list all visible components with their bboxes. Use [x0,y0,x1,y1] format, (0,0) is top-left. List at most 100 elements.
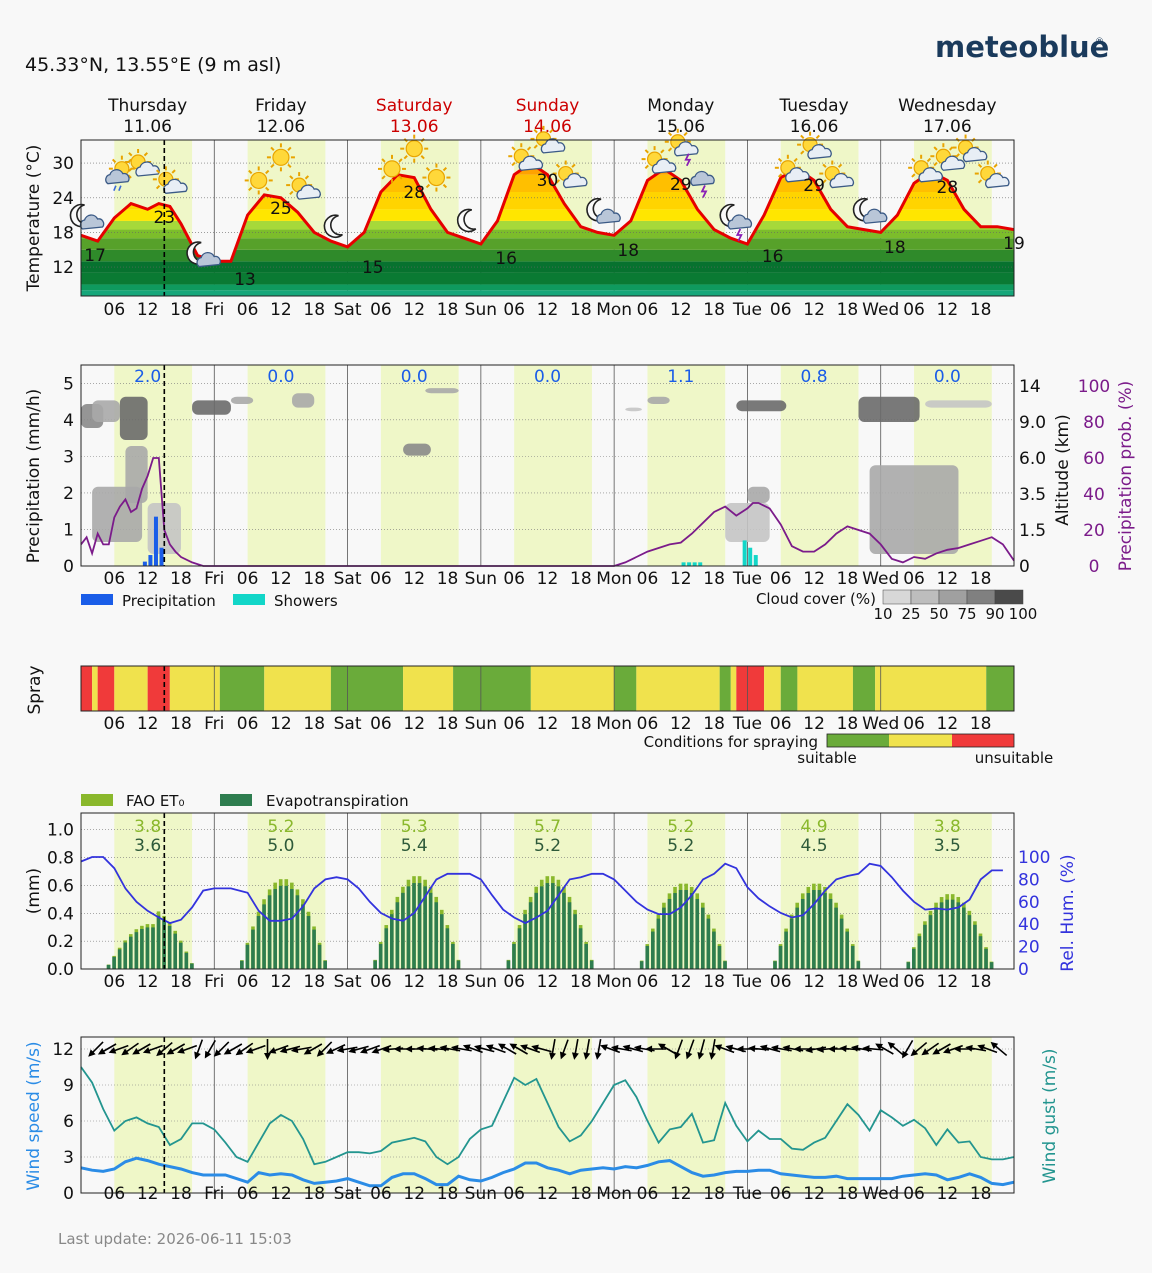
spray-segment [764,666,781,711]
brand-logo-text[interactable]: meteoblue [935,30,1109,64]
daylight-band [247,365,326,566]
temperature-band [81,229,1014,239]
arrow-head [942,1047,951,1054]
evapotranspiration-bar [984,948,988,969]
evapotranspiration-bar [645,945,650,969]
evapotranspiration-bar [678,889,683,969]
arrow-head [132,1047,140,1055]
y-tick-label: 5 [63,374,74,394]
day-tick-label: Wed [862,300,899,320]
arrow-head [932,1047,941,1055]
spray-segment [403,666,454,711]
evapotranspiration-bar [934,907,938,969]
daily-precipitation-total: 0.0 [934,367,961,387]
y-tick-label: 0 [63,1184,74,1204]
evapotranspiration-bar [584,943,588,969]
temperature-band [81,238,1014,250]
arrow-head [709,1052,716,1060]
spray-legend-left: suitable [797,749,856,767]
arrow-head [371,1047,380,1054]
hour-tick-label: 12 [270,300,292,320]
wind-direction-arrow [450,1044,472,1052]
cloud-cover-patch [119,396,148,440]
hour-tick-label: 12 [137,1184,159,1204]
altitude-tick-label: 6.0 [1019,449,1046,469]
wind-speed-line [80,1156,1015,1188]
day-tick-label: Wed [862,1184,899,1204]
hour-tick-label: 18 [970,972,992,992]
panel-border [80,812,1015,970]
humidity-axis-label: Rel. Hum. (%) [1058,854,1078,971]
daily-precipitation-total: 0.0 [401,367,428,387]
sun-ray [911,157,916,163]
sun-ray [511,146,516,151]
sun-ray [555,179,561,184]
hour-tick-label: 06 [903,569,925,589]
temperature-min-label: 16 [762,247,784,267]
evapotranspiration-bar [534,892,538,969]
temperature-band [81,272,1014,285]
y-tick-label: 30 [52,154,74,174]
y-tick-label: 4 [63,411,74,431]
hour-tick-label: 12 [270,714,292,734]
evapotranspiration-bar [850,945,855,969]
wind-direction-arrow [509,1043,528,1055]
cloud-cover-legend-level: 75 [957,605,976,623]
sun-disc [405,140,423,158]
hour-tick-label: 18 [570,300,592,320]
hour-tick-label: 12 [137,569,159,589]
humidity-tick-label: 80 [1018,870,1040,890]
day-date: 17.06 [923,117,972,137]
evapotranspiration-bar [445,928,450,969]
y-tick-label: 2 [63,484,74,504]
hour-tick-label: 12 [137,300,159,320]
sun-ray [398,175,403,180]
hour-tick-label: 06 [903,300,925,320]
temperature-min-label: 15 [362,258,384,278]
evapotranspiration-bar [134,932,139,969]
hour-tick-label: 18 [437,972,459,992]
probability-axis-label: Precipitation prob. (%) [1116,381,1136,572]
arrow-head [902,1050,909,1059]
spray-segment [797,666,853,711]
hour-tick-label: 12 [803,714,825,734]
probability-tick-label: 40 [1083,485,1105,505]
evapotranspiration-bar [406,886,411,969]
sun-ray [304,175,310,180]
sun-ray [270,146,275,151]
day-name: Friday [255,96,307,116]
cloud-cover-patch [869,465,959,554]
evapotranspiration-bar [695,898,700,969]
hour-tick-label: 18 [437,300,459,320]
arrow-head [594,1052,602,1060]
wind-direction-arrow [223,1043,243,1055]
evapo-axis-label: (mm) [24,868,44,914]
arrow-head [862,1045,870,1053]
evapotranspiration-bar [712,931,716,969]
wind-direction-arrow [709,1039,716,1060]
wind-direction-arrow [594,1039,602,1060]
temperature-band [81,261,1014,273]
moon-shape [456,208,477,233]
temperature-band [81,290,1014,296]
sun-ray [911,173,916,178]
showers-legend-label: Showers [274,592,338,610]
evapotranspiration-bar [273,889,277,969]
cloud-shape [163,178,188,195]
day-name: Thursday [107,96,187,116]
brand-logo[interactable]: meteoblue ® [935,30,1109,64]
evapotranspiration-bar [950,899,955,969]
hour-tick-label: 06 [237,972,259,992]
sun-ray [800,134,805,140]
spray-segment [114,666,148,711]
sun-ray [155,184,161,190]
day-tick-label: Wed [862,569,899,589]
moon-thunder-icon [719,203,753,242]
evapotranspiration-bar [945,899,949,969]
temperature-min-label: 17 [84,246,106,266]
evapotranspiration-bar [800,898,805,969]
hour-tick-label: 12 [670,569,692,589]
wind-direction-arrow [697,1039,706,1060]
daily-precipitation-total: 0.0 [267,367,294,387]
y-tick-label: 0.0 [47,960,74,980]
